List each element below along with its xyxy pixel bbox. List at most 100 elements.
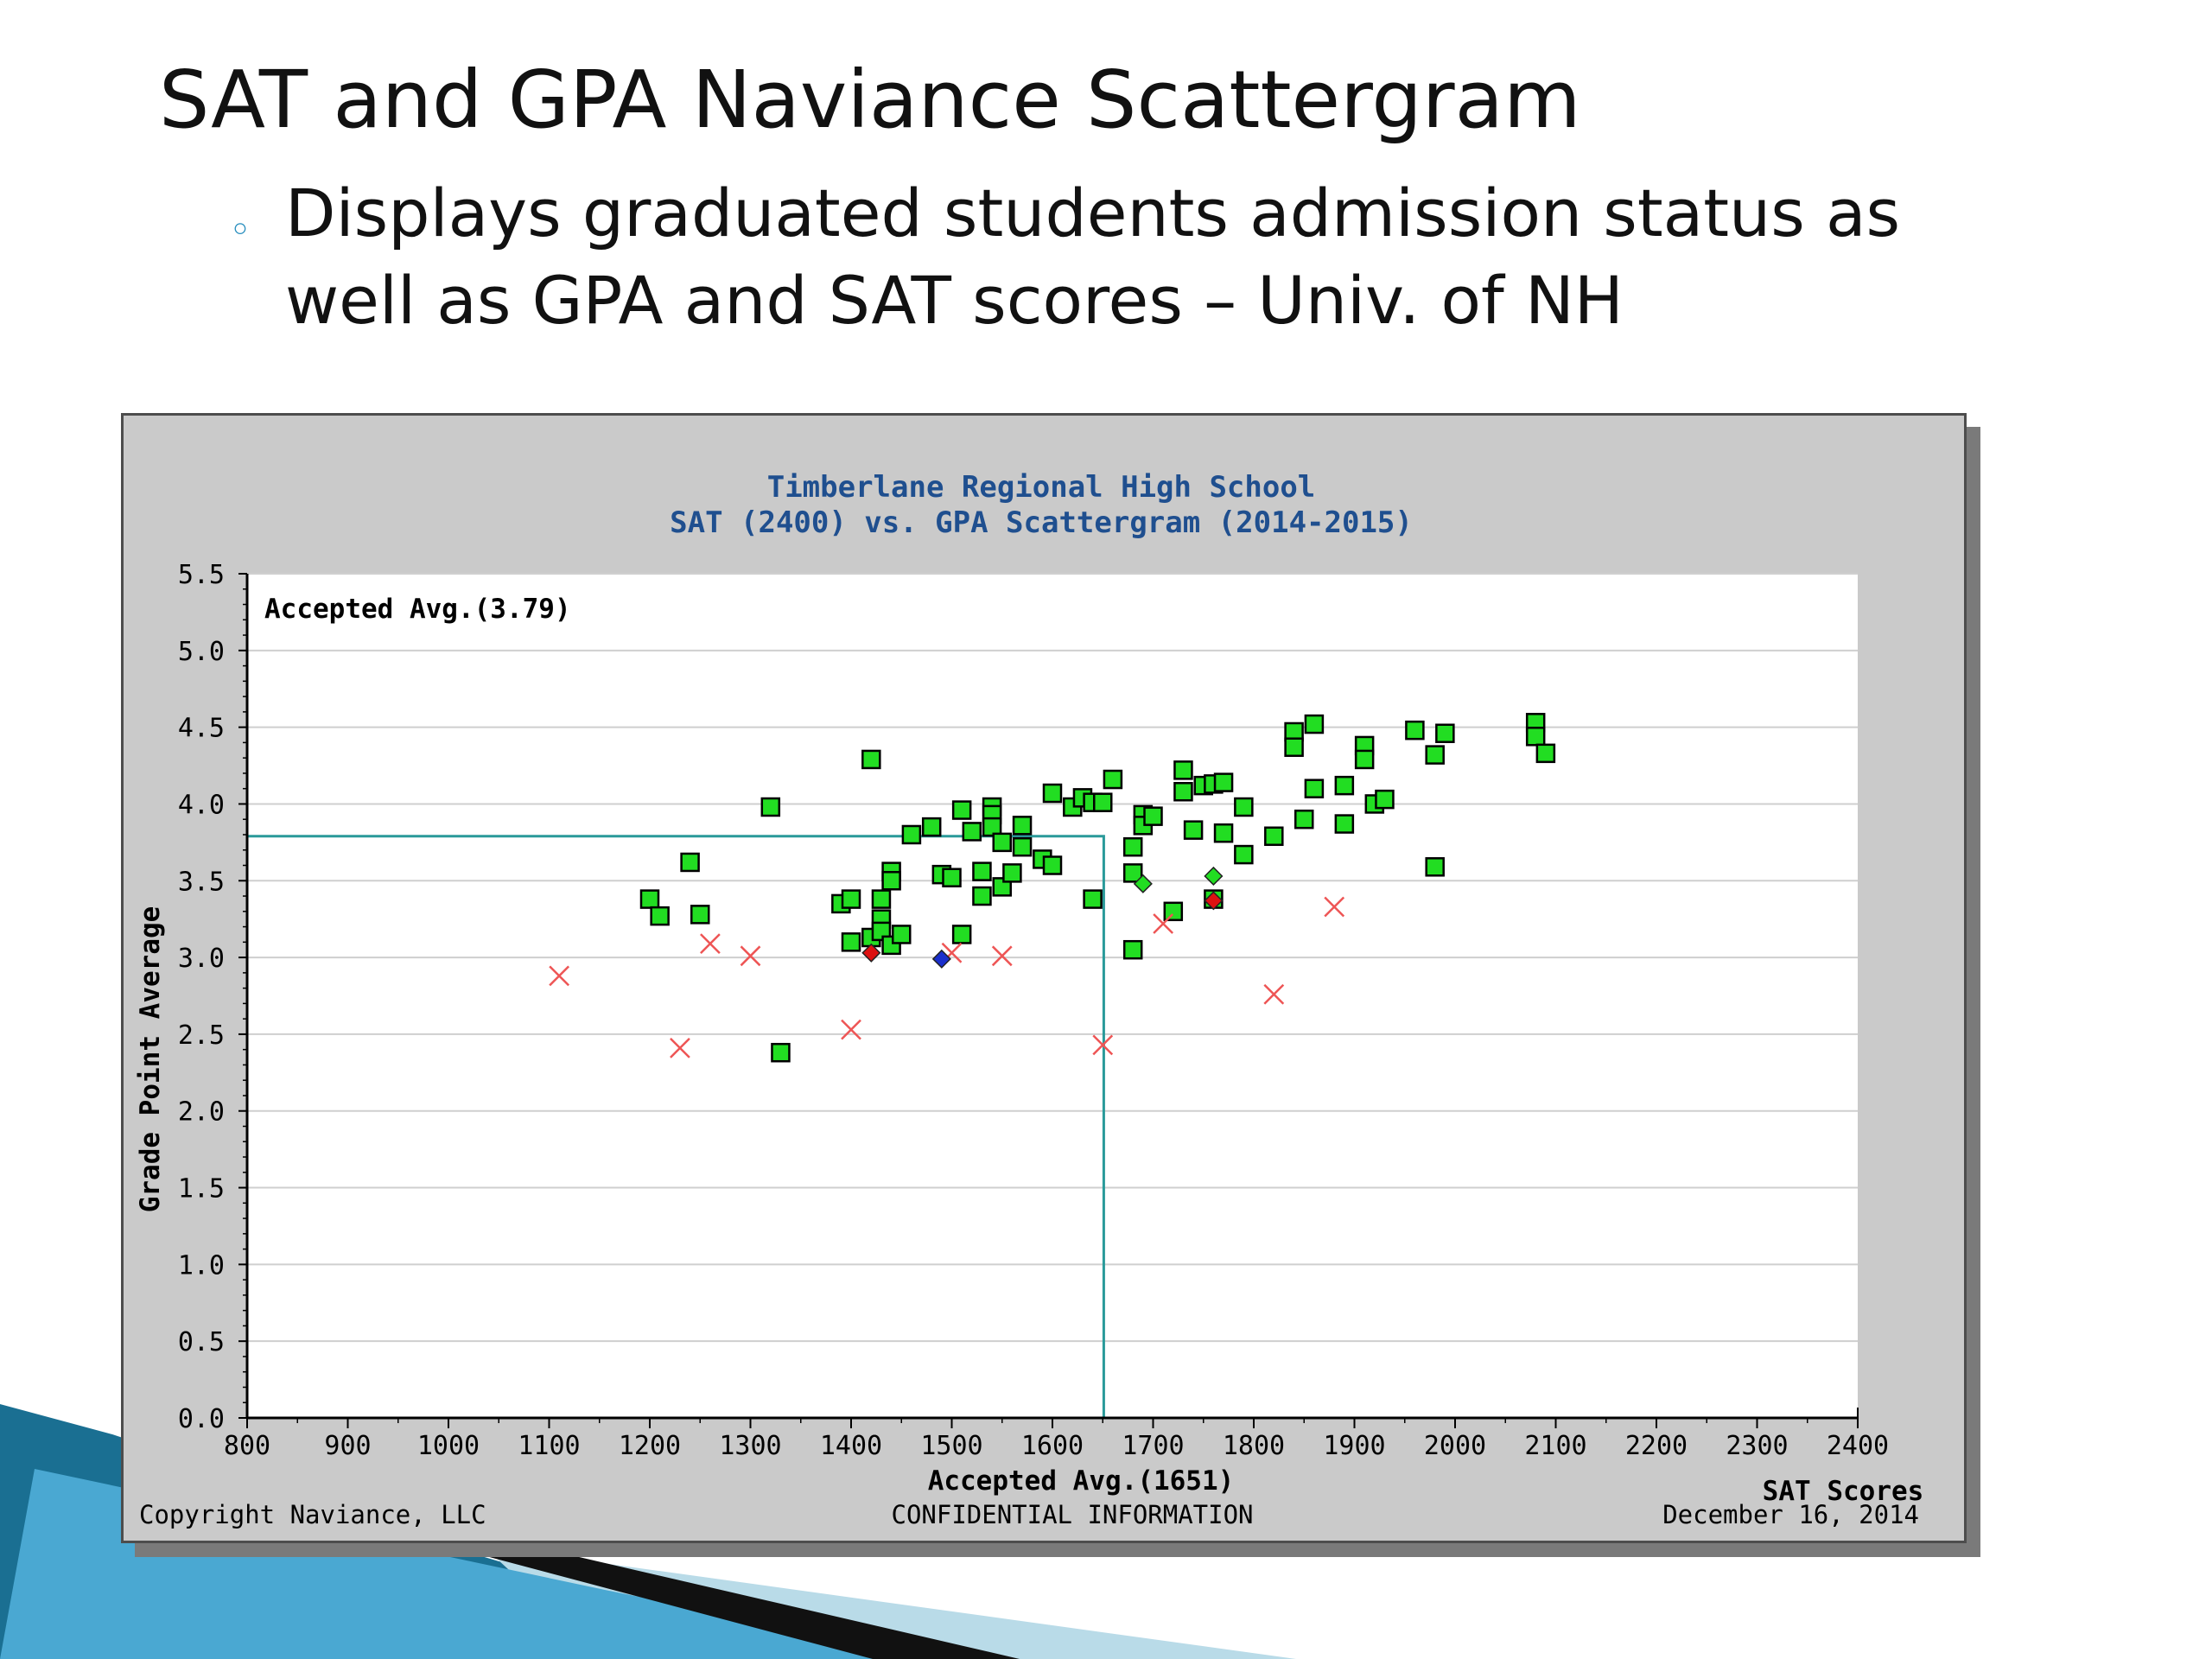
y-tick-label: 3.0 bbox=[178, 944, 225, 974]
x-tick-label: 1900 bbox=[1323, 1431, 1385, 1461]
accepted-point bbox=[1304, 779, 1325, 798]
accepted-point bbox=[881, 871, 901, 891]
waitlist-point bbox=[1133, 874, 1153, 893]
accepted-point bbox=[1405, 720, 1425, 741]
accepted-point bbox=[1234, 844, 1254, 865]
accepted-point bbox=[1122, 836, 1143, 857]
accepted-point bbox=[1143, 806, 1163, 826]
accepted-point bbox=[1012, 816, 1033, 836]
accepted-point bbox=[690, 905, 710, 925]
waitlist-point bbox=[1204, 891, 1224, 911]
accepted-point bbox=[639, 889, 660, 909]
denied-point bbox=[549, 965, 570, 987]
bullet-line-2: well as GPA and SAT scores – Univ. of NH bbox=[285, 262, 1624, 339]
accepted-point bbox=[1304, 714, 1325, 734]
accepted-point bbox=[972, 886, 992, 906]
y-tick-label: 0.0 bbox=[178, 1404, 225, 1434]
accepted-point bbox=[951, 800, 972, 820]
accepted-point bbox=[680, 852, 700, 873]
accepted-point bbox=[1425, 857, 1445, 877]
y-tick-label: 3.5 bbox=[178, 867, 225, 897]
avg-sat-label: Accepted Avg.(1651) bbox=[928, 1465, 1235, 1497]
bullet-text: Displays graduated students admission st… bbox=[285, 169, 2089, 344]
footer-date: December 16, 2014 bbox=[1662, 1500, 1919, 1529]
accepted-average-line bbox=[247, 835, 1105, 1418]
y-tick-label: 5.0 bbox=[178, 637, 225, 667]
accepted-point bbox=[871, 889, 892, 909]
accepted-point bbox=[1042, 855, 1063, 875]
accepted-point bbox=[1173, 781, 1193, 802]
chart-subtitle: SAT (2400) vs. GPA Scattergram (2014-201… bbox=[670, 505, 1413, 540]
x-tick-label: 2300 bbox=[1726, 1431, 1788, 1461]
accepted-point bbox=[1354, 749, 1375, 770]
accepted-point bbox=[892, 925, 912, 944]
accepted-point bbox=[1093, 792, 1113, 812]
accepted-point bbox=[921, 817, 942, 837]
accepted-point bbox=[1213, 823, 1234, 843]
accepted-point bbox=[1284, 737, 1304, 757]
accepted-point bbox=[972, 861, 992, 881]
x-tick-label: 900 bbox=[324, 1431, 371, 1461]
x-tick-label: 1300 bbox=[719, 1431, 781, 1461]
accepted-point bbox=[1183, 820, 1204, 840]
y-tick-label: 4.0 bbox=[178, 790, 225, 820]
accepted-point bbox=[1425, 745, 1445, 765]
bullet-line-1: Displays graduated students admission st… bbox=[285, 175, 1901, 251]
chart-title: Timberlane Regional High School bbox=[767, 470, 1316, 505]
accepted-point bbox=[951, 925, 972, 944]
gridlines bbox=[247, 573, 1858, 1343]
accepted-point bbox=[1012, 836, 1033, 857]
x-tick-label: 1000 bbox=[417, 1431, 480, 1461]
denied-point bbox=[700, 933, 721, 954]
accepted-point bbox=[1122, 939, 1143, 960]
footer-copyright: Copyright Naviance, LLC bbox=[139, 1500, 486, 1529]
data-points bbox=[549, 713, 1556, 1063]
accepted-point bbox=[1334, 814, 1355, 834]
denied-point bbox=[740, 945, 761, 967]
accepted-point bbox=[1002, 863, 1022, 883]
x-tick-label: 1700 bbox=[1122, 1431, 1184, 1461]
y-axis-label: Grade Point Average bbox=[135, 906, 166, 1213]
y-tick-label: 4.5 bbox=[178, 714, 225, 744]
axes bbox=[238, 573, 1859, 1428]
accepted-point bbox=[1435, 723, 1455, 743]
waitlist-point bbox=[1204, 866, 1224, 887]
accepted-point bbox=[771, 1042, 791, 1063]
x-tick-label: 1400 bbox=[820, 1431, 882, 1461]
denied-point bbox=[670, 1038, 690, 1058]
accepted-point bbox=[1375, 789, 1395, 810]
x-tick-label: 2400 bbox=[1827, 1431, 1889, 1461]
footer-confidential: CONFIDENTIAL INFORMATION bbox=[891, 1500, 1253, 1529]
y-tick-label: 0.5 bbox=[178, 1327, 225, 1357]
x-tick-label: 2100 bbox=[1524, 1431, 1586, 1461]
bullet-marker-icon: ◦ bbox=[229, 208, 251, 252]
accepted-point bbox=[760, 797, 781, 817]
accepted-point bbox=[650, 906, 670, 926]
denied-point bbox=[1153, 913, 1174, 934]
accepted-point bbox=[1294, 809, 1314, 830]
accepted-point bbox=[1122, 863, 1143, 883]
slide-title: SAT and GPA Naviance Scattergram bbox=[159, 54, 1581, 146]
x-tick-labels: 800 900 1000 1100 1200 1300 1400 1500 1600 1700 18… bbox=[224, 1431, 1889, 1461]
accepted-point bbox=[1163, 901, 1184, 922]
x-tick-label: 2000 bbox=[1424, 1431, 1486, 1461]
x-tick-label: 2200 bbox=[1625, 1431, 1688, 1461]
denied-point bbox=[1263, 983, 1285, 1005]
x-tick-label: 1800 bbox=[1223, 1431, 1285, 1461]
y-tick-label: 2.5 bbox=[178, 1020, 225, 1051]
accepted-point bbox=[1213, 772, 1234, 792]
accepted-point bbox=[1173, 760, 1193, 780]
denied-point bbox=[991, 945, 1013, 967]
accepted-point bbox=[1535, 743, 1556, 764]
accepted-point bbox=[861, 749, 881, 770]
waitlist-point bbox=[931, 949, 951, 969]
y-tick-label: 5.5 bbox=[178, 560, 225, 590]
waitlist-point bbox=[861, 943, 881, 963]
accepted-point bbox=[841, 932, 861, 952]
slide-bullet: ◦ Displays graduated students admission … bbox=[229, 169, 2089, 344]
x-tick-label: 800 bbox=[224, 1431, 270, 1461]
y-tick-label: 1.5 bbox=[178, 1174, 225, 1205]
denied-point bbox=[1324, 896, 1345, 918]
denied-point bbox=[1092, 1034, 1114, 1056]
accepted-point bbox=[962, 822, 982, 842]
